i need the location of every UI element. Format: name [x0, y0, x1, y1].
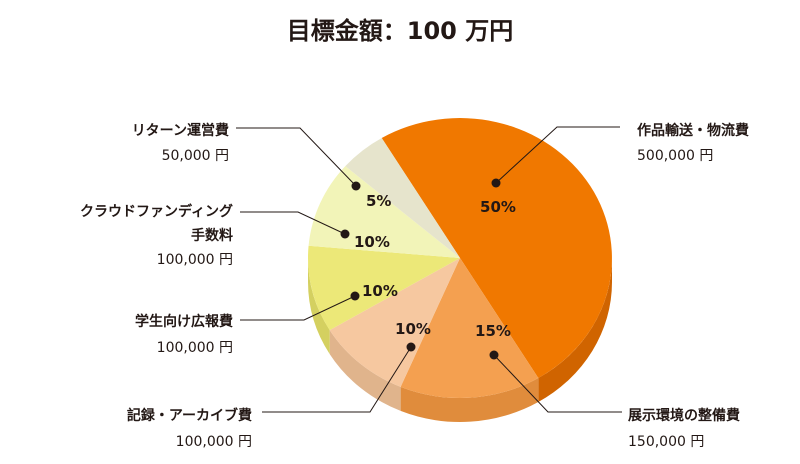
percent-label: 50%: [480, 198, 516, 216]
category-labels: 50% 作品輸送・物流費 500,000 円 15% 展示環境の整備費 150,000 円…: [80, 122, 749, 450]
category-label-line2: 手数料: [191, 227, 233, 244]
pie-side-3-0: [308, 258, 330, 355]
pie-top-layer: [307, 118, 612, 398]
pie-slice-3: [307, 245, 460, 331]
leader-line: [240, 211, 346, 235]
slice-annotation-5: 5% リターン運営費 50,000 円: [132, 122, 392, 210]
category-label: 展示環境の整備費: [628, 407, 740, 424]
pie-slice-2: [329, 258, 460, 387]
category-label: クラウドファンディング: [80, 203, 233, 220]
leader-dot: [406, 342, 416, 352]
chart-title: 目標金額：100 万円: [287, 17, 513, 45]
percent-label: 5%: [366, 192, 391, 210]
leader-line: [262, 346, 412, 413]
percent-label: 15%: [475, 322, 511, 340]
category-label: リターン運営費: [132, 122, 229, 139]
leader-line: [240, 295, 356, 321]
amount-label: 100,000 円: [176, 434, 252, 450]
percent-label: 10%: [395, 320, 431, 338]
amount-label: 100,000 円: [157, 340, 233, 356]
slice-annotation-3: 10% 学生向け広報費 100,000 円: [135, 282, 398, 356]
leader-line: [495, 126, 620, 184]
leader-dot: [491, 178, 501, 188]
pie-side-1-0: [400, 378, 539, 422]
leader-dot: [351, 181, 361, 191]
slice-annotation-1: 15% 展示環境の整備費 150,000 円: [475, 322, 740, 450]
amount-label: 500,000 円: [637, 148, 713, 164]
slice-annotation-0: 50% 作品輸送・物流費 500,000 円: [480, 122, 749, 216]
amount-label: 100,000 円: [157, 252, 233, 268]
amount-label: 150,000 円: [628, 434, 704, 450]
pie-slice-0: [381, 118, 612, 379]
leader-dot: [340, 229, 350, 239]
amount-label: 50,000 円: [162, 148, 229, 164]
leader-line: [236, 127, 357, 187]
leader-dot: [350, 291, 360, 301]
pie-slice-5: [345, 137, 460, 258]
percent-label: 10%: [354, 233, 390, 251]
percent-label: 10%: [362, 282, 398, 300]
pie-slice-1: [400, 258, 539, 398]
category-label: 学生向け広報費: [135, 313, 233, 330]
category-label: 記録・アーカイブ費: [127, 407, 252, 424]
category-label: 作品輸送・物流費: [637, 122, 749, 139]
leader-dot: [489, 350, 499, 360]
leader-line: [493, 354, 622, 413]
pie-side-0-0: [538, 258, 612, 403]
slice-annotation-2: 10% 記録・アーカイブ費 100,000 円: [127, 320, 431, 450]
